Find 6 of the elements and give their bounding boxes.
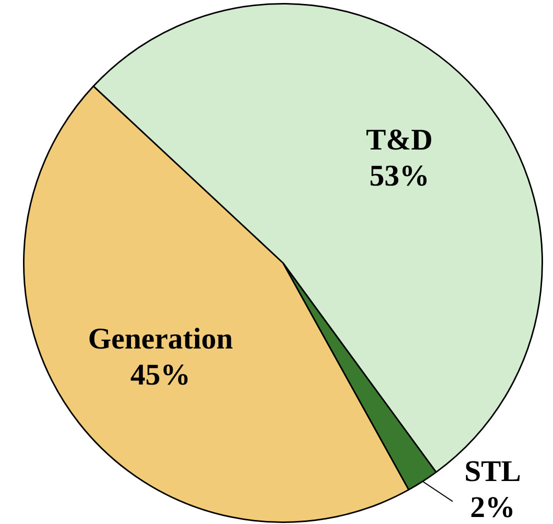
slice-label: T&D	[366, 123, 433, 156]
slice-label: Generation	[88, 322, 234, 356]
slice-label: STL	[464, 455, 522, 488]
data-label: 45%	[130, 358, 190, 392]
data-label: 2%	[470, 491, 516, 524]
data-label: 53%	[369, 159, 430, 192]
